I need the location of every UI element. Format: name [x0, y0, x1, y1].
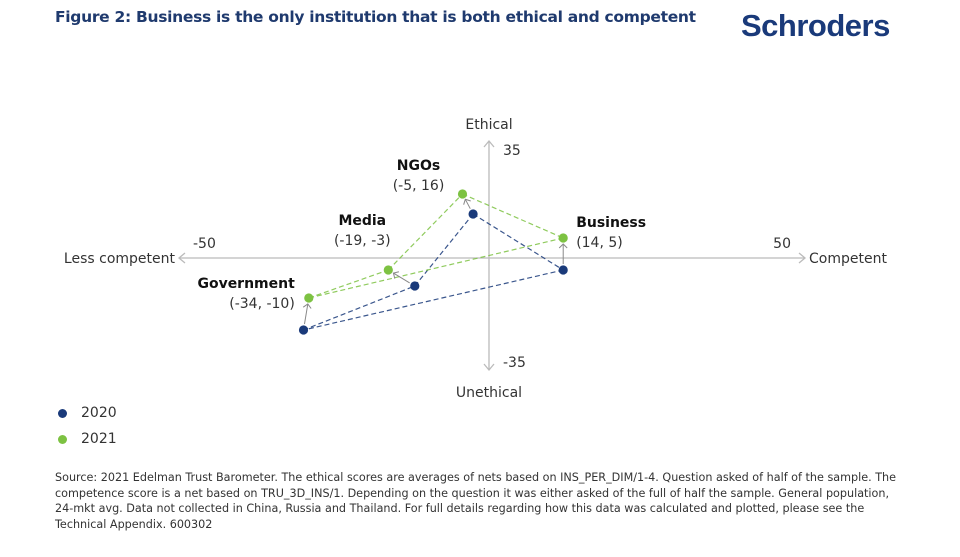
- x-axis-right-arrow: [798, 252, 807, 264]
- point-2021-media: [383, 265, 393, 275]
- change-arrow-ngos: [464, 199, 471, 209]
- annotation-name-media: Media: [338, 213, 386, 229]
- x-axis-label-positive: Competent: [809, 251, 887, 267]
- point-2021-government: [304, 293, 314, 303]
- series-lines: [303, 193, 564, 331]
- annotation-coords-media: (-19, -3): [334, 233, 391, 249]
- legend-item-2021: 2021: [58, 426, 117, 452]
- axes: Less competent Competent Ethical Unethical -…: [64, 117, 888, 401]
- change-arrowhead-business: [558, 243, 568, 249]
- series-line-2021: [462, 193, 564, 239]
- point-2020-media: [410, 281, 420, 291]
- figure-title: Figure 2: Business is the only instituti…: [55, 8, 696, 26]
- series-line-2020: [472, 213, 564, 271]
- series-line-2021: [308, 269, 389, 299]
- x-axis-left-arrow: [177, 252, 186, 264]
- annotation-name-government: Government: [197, 276, 295, 292]
- legend-marker-2021: [58, 434, 67, 444]
- annotation-coords-government: (-34, -10): [229, 296, 295, 312]
- annotation-coords-business: (14, 5): [576, 235, 623, 251]
- legend-item-2020: 2020: [58, 400, 117, 426]
- change-arrowhead-government: [302, 303, 312, 309]
- point-2020-ngos: [468, 209, 478, 219]
- y-axis-label-negative: Unethical: [456, 385, 522, 401]
- annotation-coords-ngos: (-5, 16): [393, 178, 445, 194]
- y-axis-top-arrow: [483, 139, 495, 148]
- annotation-name-ngos: NGOs: [397, 158, 440, 174]
- series-line-2021: [308, 237, 564, 299]
- legend-marker-2020: [58, 408, 67, 418]
- y-tick-label: 35: [503, 143, 521, 159]
- change-arrowhead-ngos: [463, 198, 471, 205]
- data-points: [298, 189, 568, 335]
- legend: 2020 2021: [58, 400, 117, 452]
- legend-label-2021: 2021: [81, 431, 117, 447]
- source-note: Source: 2021 Edelman Trust Barometer. Th…: [55, 471, 897, 531]
- point-2020-government: [298, 325, 309, 335]
- point-2021-ngos: [457, 189, 468, 199]
- y-axis-label-positive: Ethical: [465, 117, 512, 133]
- x-axis-label-negative: Less competent: [64, 251, 176, 267]
- series-line-2020: [303, 269, 564, 331]
- series-line-2021: [387, 193, 463, 271]
- change-arrow-media: [393, 272, 410, 284]
- schroders-logo: Schroders: [741, 8, 890, 43]
- x-tick-label: -50: [193, 236, 216, 252]
- change-arrow-government: [303, 303, 309, 325]
- change-arrowhead-media: [392, 271, 400, 279]
- series-line-2020: [414, 213, 474, 287]
- point-2020-business: [558, 265, 568, 275]
- annotations: NGOs (-5, 16) Media (-19, -3) Business (14, 5…: [197, 158, 646, 312]
- point-2021-business: [558, 233, 568, 243]
- legend-label-2020: 2020: [81, 405, 117, 421]
- y-axis-bottom-arrow: [483, 363, 495, 372]
- x-tick-label: 50: [773, 236, 791, 252]
- change-arrows: [302, 198, 568, 325]
- annotation-name-business: Business: [576, 215, 646, 231]
- series-line-2020: [303, 285, 416, 331]
- y-tick-label: -35: [503, 355, 526, 371]
